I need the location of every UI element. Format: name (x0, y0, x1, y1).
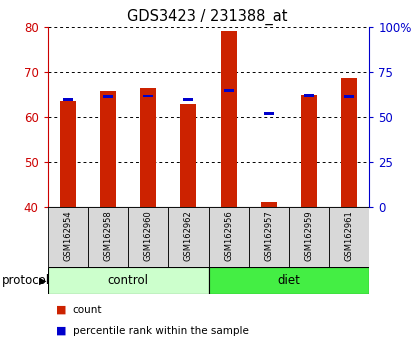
Bar (100, 91, 116, 207)
Bar (140, 88, 156, 207)
Text: control: control (107, 274, 149, 287)
Text: GSM162957: GSM162957 (264, 211, 273, 261)
Text: ▶: ▶ (39, 275, 46, 286)
Bar (329, 207, 369, 267)
Bar (183, 98, 193, 101)
Text: count: count (73, 305, 102, 315)
Text: GSM162960: GSM162960 (144, 211, 153, 261)
Text: diet: diet (278, 274, 300, 287)
Bar (221, 31, 237, 207)
Text: GDS3423 / 231388_at: GDS3423 / 231388_at (127, 9, 288, 25)
Bar (60, 101, 76, 207)
Bar (341, 79, 357, 207)
Bar (289, 207, 329, 267)
Bar (249, 207, 289, 267)
Text: percentile rank within the sample: percentile rank within the sample (73, 326, 249, 336)
Bar (63, 98, 73, 101)
Text: GSM162961: GSM162961 (345, 211, 354, 261)
Bar (128, 207, 168, 267)
Bar (209, 207, 249, 267)
Bar (304, 94, 314, 97)
Bar (264, 112, 274, 115)
Text: ■: ■ (56, 326, 66, 336)
Bar (301, 95, 317, 207)
Bar (181, 104, 196, 207)
Text: GSM162954: GSM162954 (63, 211, 72, 261)
Bar (344, 95, 354, 98)
Bar (88, 207, 128, 267)
Bar (48, 207, 88, 267)
Text: GSM162962: GSM162962 (184, 211, 193, 261)
Bar (103, 95, 113, 98)
Text: protocol: protocol (2, 274, 50, 287)
Text: GSM162959: GSM162959 (305, 211, 314, 261)
Text: GSM162956: GSM162956 (224, 211, 233, 261)
Bar (48, 267, 209, 294)
Bar (224, 89, 234, 92)
Bar (143, 95, 153, 97)
Bar (261, 202, 277, 207)
Bar (209, 267, 369, 294)
Bar (168, 207, 209, 267)
Text: GSM162958: GSM162958 (103, 211, 112, 261)
Text: ■: ■ (56, 305, 66, 315)
